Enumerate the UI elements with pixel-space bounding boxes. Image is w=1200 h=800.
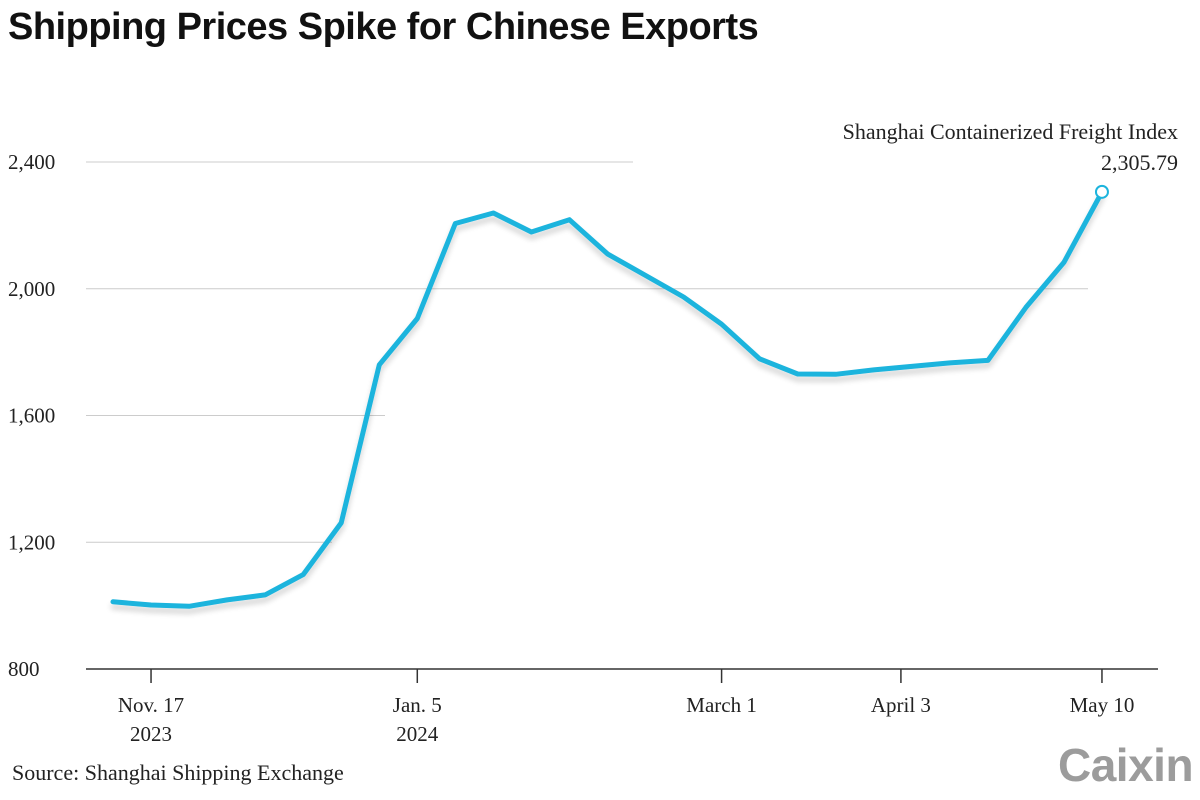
chart-title: Shipping Prices Spike for Chinese Export… [8, 6, 759, 48]
x-tick-label-1: Jan. 5 [393, 693, 442, 717]
series-layer [110, 184, 1109, 609]
x-tick-label-4: May 10 [1070, 693, 1135, 717]
x-tick-label-0: Nov. 17 [118, 693, 184, 717]
gridlines [86, 161, 1088, 543]
x-tick-sublabel-0: 2023 [130, 722, 172, 746]
endpoint-marker [1094, 184, 1109, 199]
annotation-value: 2,305.79 [1101, 150, 1178, 175]
x-axis: Nov. 17 2023 Jan. 5 2024 March 1 April 3 May 1… [86, 668, 1158, 746]
source-note: Source: Shanghai Shipping Exchange [12, 760, 344, 785]
y-tick-label-1600: 1,600 [8, 404, 55, 428]
y-tick-label-2000: 2,000 [8, 277, 55, 301]
y-tick-label-800: 800 [8, 657, 40, 681]
x-tick-sublabel-1: 2024 [396, 722, 439, 746]
annotation: Shanghai Containerized Freight Index 2,3… [843, 119, 1178, 175]
x-tick-label-3: April 3 [871, 693, 931, 717]
series-line-0 [110, 189, 1105, 609]
caixin-logo: Caixin [1058, 739, 1194, 791]
y-axis: 2,400 2,000 1,600 1,200 800 [8, 150, 55, 681]
x-tick-label-2: March 1 [686, 693, 757, 717]
y-tick-label-2400: 2,400 [8, 150, 55, 174]
y-tick-label-1200: 1,200 [8, 530, 55, 554]
annotation-label: Shanghai Containerized Freight Index [843, 119, 1178, 144]
